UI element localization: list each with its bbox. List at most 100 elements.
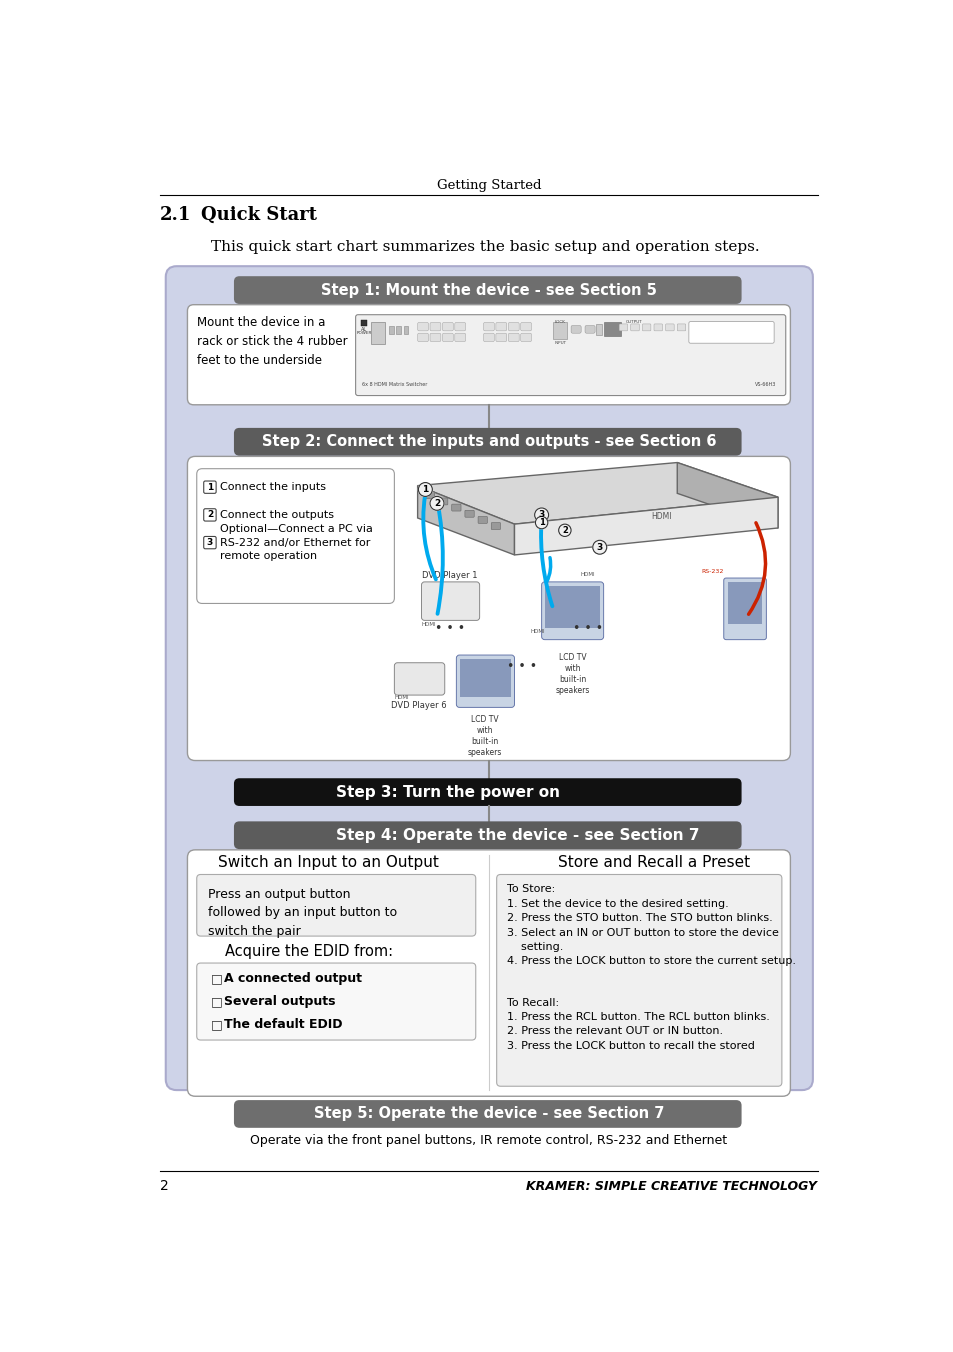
Text: 2: 2 — [159, 1179, 168, 1194]
Text: Step 5: Operate the device - see Section 7: Step 5: Operate the device - see Section… — [314, 1106, 663, 1121]
Text: • • •: • • • — [573, 622, 602, 634]
Text: 2: 2 — [207, 511, 213, 519]
Bar — [459, 658, 510, 698]
FancyBboxPatch shape — [442, 322, 453, 331]
Text: Store and Recall a Preset: Store and Recall a Preset — [558, 856, 749, 871]
FancyBboxPatch shape — [483, 322, 494, 331]
Bar — [553, 322, 567, 339]
Polygon shape — [677, 462, 778, 529]
FancyBboxPatch shape — [641, 324, 650, 331]
FancyBboxPatch shape — [204, 508, 216, 521]
FancyBboxPatch shape — [196, 963, 476, 1040]
FancyBboxPatch shape — [723, 579, 765, 639]
FancyBboxPatch shape — [654, 324, 661, 331]
Text: KRAMER: SIMPLE CREATIVE TECHNOLOGY: KRAMER: SIMPLE CREATIVE TECHNOLOGY — [525, 1180, 816, 1192]
Text: OUTPUT: OUTPUT — [625, 320, 642, 324]
Text: Connect the inputs: Connect the inputs — [220, 483, 326, 492]
Text: HDMI: HDMI — [395, 695, 409, 700]
FancyBboxPatch shape — [187, 457, 790, 761]
FancyBboxPatch shape — [584, 326, 595, 333]
FancyBboxPatch shape — [541, 581, 603, 639]
Bar — [727, 581, 761, 625]
Text: To Recall:
1. Press the RCL button. The RCL button blinks.
2. Press the relevant: To Recall: 1. Press the RCL button. The … — [506, 998, 769, 1051]
Text: 3: 3 — [596, 542, 602, 552]
FancyBboxPatch shape — [438, 498, 447, 504]
FancyBboxPatch shape — [430, 322, 440, 331]
FancyBboxPatch shape — [456, 654, 514, 707]
FancyBboxPatch shape — [452, 504, 460, 511]
FancyBboxPatch shape — [665, 324, 674, 331]
FancyBboxPatch shape — [455, 333, 465, 342]
Text: 1: 1 — [207, 483, 213, 492]
Text: This quick start chart summarizes the basic setup and operation steps.: This quick start chart summarizes the ba… — [211, 239, 759, 254]
Bar — [360, 320, 367, 326]
FancyBboxPatch shape — [417, 333, 428, 342]
FancyBboxPatch shape — [233, 427, 740, 456]
FancyBboxPatch shape — [688, 322, 773, 343]
Text: HDMI: HDMI — [651, 512, 671, 521]
Text: Switch an Input to an Output: Switch an Input to an Output — [218, 856, 438, 871]
Circle shape — [558, 525, 571, 537]
FancyBboxPatch shape — [187, 850, 790, 1096]
Text: 3: 3 — [537, 511, 544, 519]
Text: Step 3: Turn the power on: Step 3: Turn the power on — [335, 784, 559, 799]
Text: RS-232: RS-232 — [700, 569, 722, 575]
Circle shape — [418, 483, 432, 496]
Text: □: □ — [211, 972, 222, 986]
Text: AL: AL — [360, 327, 367, 333]
Bar — [604, 322, 620, 337]
FancyBboxPatch shape — [677, 324, 685, 331]
Text: Several outputs: Several outputs — [224, 995, 335, 1009]
Bar — [371, 322, 385, 343]
Text: Operate via the front panel buttons, IR remote control, RS-232 and Ethernet: Operate via the front panel buttons, IR … — [250, 1133, 727, 1146]
FancyBboxPatch shape — [630, 324, 639, 331]
Text: Mount the device in a
rack or stick the 4 rubber
feet to the underside: Mount the device in a rack or stick the … — [196, 316, 347, 368]
Text: 2: 2 — [561, 526, 567, 535]
Text: Getting Started: Getting Started — [436, 178, 540, 192]
FancyBboxPatch shape — [496, 333, 506, 342]
Text: • • •: • • • — [435, 622, 465, 634]
Bar — [395, 326, 400, 334]
Text: LOCK: LOCK — [555, 320, 565, 324]
FancyBboxPatch shape — [196, 469, 394, 603]
Text: Step 1: Mount the device - see Section 5: Step 1: Mount the device - see Section 5 — [320, 283, 657, 297]
FancyBboxPatch shape — [520, 333, 531, 342]
Text: □: □ — [211, 995, 222, 1009]
Text: • • •: • • • — [507, 660, 537, 673]
Text: Press an output button
followed by an input button to
switch the pair: Press an output button followed by an in… — [208, 887, 397, 937]
FancyBboxPatch shape — [442, 333, 453, 342]
Text: 3: 3 — [207, 538, 213, 548]
Text: Quick Start: Quick Start — [200, 206, 316, 223]
Text: The default EDID: The default EDID — [224, 1018, 342, 1032]
Text: Optional—Connect a PC via
RS-232 and/or Ethernet for
remote operation: Optional—Connect a PC via RS-232 and/or … — [220, 525, 373, 561]
FancyBboxPatch shape — [204, 481, 216, 493]
Text: A connected output: A connected output — [224, 972, 361, 986]
FancyBboxPatch shape — [425, 492, 435, 499]
Text: DVD Player 6: DVD Player 6 — [391, 700, 447, 710]
FancyBboxPatch shape — [233, 779, 740, 806]
Text: Step 4: Operate the device - see Section 7: Step 4: Operate the device - see Section… — [335, 827, 699, 842]
Text: HDMI: HDMI — [421, 622, 436, 627]
Text: LCD TV
with
built-in
speakers: LCD TV with built-in speakers — [555, 653, 589, 695]
Text: Connect the outputs: Connect the outputs — [220, 510, 334, 521]
FancyBboxPatch shape — [483, 333, 494, 342]
Polygon shape — [514, 498, 778, 554]
FancyBboxPatch shape — [430, 333, 440, 342]
Text: 1: 1 — [538, 518, 544, 527]
Bar — [545, 585, 599, 629]
FancyBboxPatch shape — [491, 523, 500, 530]
Text: Step 2: Connect the inputs and outputs - see Section 6: Step 2: Connect the inputs and outputs -… — [261, 434, 716, 449]
Circle shape — [592, 541, 606, 554]
Text: VS-66H3: VS-66H3 — [754, 383, 776, 387]
FancyBboxPatch shape — [497, 875, 781, 1086]
Text: INPUT: INPUT — [554, 341, 566, 345]
FancyBboxPatch shape — [464, 510, 474, 518]
FancyBboxPatch shape — [571, 326, 580, 333]
Text: 2.1: 2.1 — [159, 206, 191, 223]
Text: 6x 8 HDMI Matrix Switcher: 6x 8 HDMI Matrix Switcher — [361, 383, 427, 387]
Text: LCD TV
with
built-in
speakers: LCD TV with built-in speakers — [467, 715, 501, 757]
Polygon shape — [417, 462, 778, 525]
Bar — [596, 324, 601, 335]
Text: HDMI: HDMI — [580, 572, 595, 577]
FancyBboxPatch shape — [520, 322, 531, 331]
